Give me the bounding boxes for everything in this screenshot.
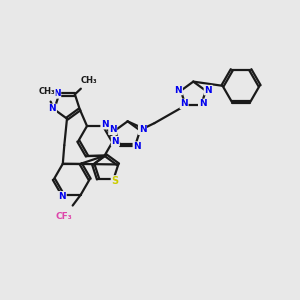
Text: CH₃: CH₃ [38,87,55,96]
Text: N: N [101,120,109,129]
Text: N: N [133,142,141,151]
Text: N: N [139,125,146,134]
Text: N: N [175,85,182,94]
Text: CH₃: CH₃ [81,76,97,85]
Text: N: N [199,99,206,108]
Text: N: N [204,85,212,94]
Text: N: N [58,192,66,201]
Text: N: N [112,136,119,146]
Text: S: S [112,176,118,186]
Text: N: N [180,99,188,108]
Text: N: N [53,89,61,98]
Text: CF₃: CF₃ [56,212,73,221]
Text: N: N [49,104,56,113]
Text: N: N [109,125,116,134]
